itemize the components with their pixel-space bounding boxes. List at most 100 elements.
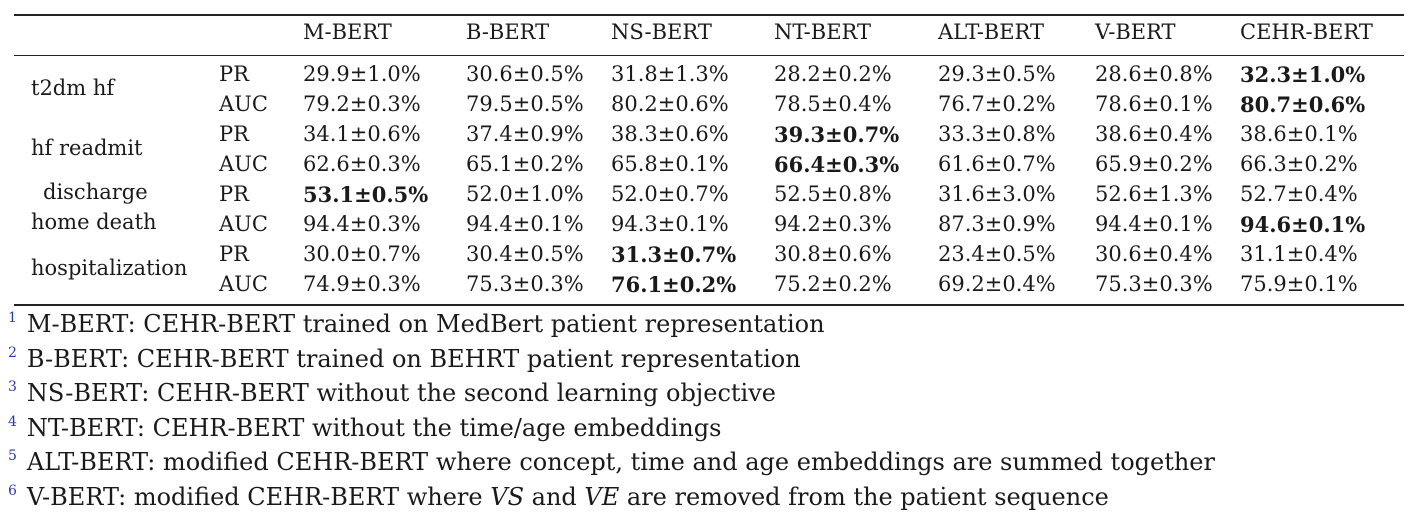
- best-score-cell: 94.6±0.1%: [1240, 212, 1366, 237]
- footnote-number: 5: [8, 448, 17, 464]
- footnote: 1 M-BERT: CEHR-BERT trained on MedBert pa…: [8, 310, 825, 338]
- column-header: NS-BERT: [611, 20, 712, 44]
- score-cell: 94.2±0.3%: [774, 212, 892, 236]
- footnote-emphasis: VE: [584, 483, 620, 511]
- score-cell: 66.3±0.2%: [1240, 152, 1358, 176]
- footnote-text: B-BERT: CEHR-BERT trained on BEHRT patie…: [27, 345, 801, 373]
- score-cell: 87.3±0.9%: [938, 212, 1056, 236]
- score-cell: 38.3±0.6%: [611, 122, 729, 146]
- metric-label: PR: [219, 242, 249, 266]
- score-cell: 75.9±0.1%: [1240, 272, 1358, 296]
- footnote: 6 V-BERT: modified CEHR-BERT where VS and…: [8, 483, 1109, 511]
- footnote: 2 B-BERT: CEHR-BERT trained on BEHRT pati…: [8, 345, 801, 373]
- best-score-cell: 53.1±0.5%: [303, 182, 429, 207]
- score-cell: 79.5±0.5%: [466, 92, 584, 116]
- best-score-cell: 76.1±0.2%: [611, 272, 737, 297]
- score-cell: 62.6±0.3%: [303, 152, 421, 176]
- score-cell: 30.0±0.7%: [303, 242, 421, 266]
- footnote-number: 1: [8, 310, 17, 326]
- score-cell: 78.6±0.1%: [1095, 92, 1213, 116]
- metric-label: AUC: [219, 212, 268, 236]
- footnote-fragment: are removed from the patient sequence: [619, 483, 1109, 511]
- score-cell: 65.8±0.1%: [611, 152, 729, 176]
- footnote-number: 3: [8, 379, 17, 395]
- metric-label: PR: [219, 62, 249, 86]
- best-score-cell: 31.3±0.7%: [611, 242, 737, 267]
- score-cell: 30.6±0.5%: [466, 62, 584, 86]
- footnote-number: 4: [8, 414, 17, 430]
- footnote-text: M-BERT: CEHR-BERT trained on MedBert pat…: [27, 310, 825, 338]
- footnote: 5 ALT-BERT: modified CEHR-BERT where conc…: [8, 448, 1215, 476]
- footnote-fragment: V-BERT: modified CEHR-BERT where: [26, 483, 491, 511]
- footnote-text: V-BERT: modified CEHR-BERT where VS and …: [27, 483, 1109, 511]
- score-cell: 33.3±0.8%: [938, 122, 1056, 146]
- footnote: 4 NT-BERT: CEHR-BERT without the time/age…: [8, 414, 721, 442]
- score-cell: 29.9±1.0%: [303, 62, 421, 86]
- footnote-fragment: NS-BERT: CEHR-BERT without the second le…: [26, 379, 776, 407]
- best-score-cell: 32.3±1.0%: [1240, 62, 1366, 87]
- task-label: hf readmit: [31, 136, 143, 160]
- column-header: NT-BERT: [774, 20, 871, 44]
- score-cell: 94.4±0.1%: [466, 212, 584, 236]
- metric-label: AUC: [219, 272, 268, 296]
- column-header: V-BERT: [1095, 20, 1176, 44]
- table-bottom-rule: [14, 304, 1404, 306]
- score-cell: 80.2±0.6%: [611, 92, 729, 116]
- metric-label: AUC: [219, 92, 268, 116]
- score-cell: 52.7±0.4%: [1240, 182, 1358, 206]
- best-score-cell: 66.4±0.3%: [774, 152, 900, 177]
- table-top-rule: [14, 14, 1404, 16]
- score-cell: 38.6±0.1%: [1240, 122, 1358, 146]
- score-cell: 34.1±0.6%: [303, 122, 421, 146]
- score-cell: 30.4±0.5%: [466, 242, 584, 266]
- score-cell: 31.1±0.4%: [1240, 242, 1358, 266]
- metric-label: PR: [219, 122, 249, 146]
- score-cell: 76.7±0.2%: [938, 92, 1056, 116]
- metric-label: PR: [219, 182, 249, 206]
- score-cell: 94.4±0.3%: [303, 212, 421, 236]
- footnote-emphasis: VS: [490, 483, 525, 511]
- score-cell: 79.2±0.3%: [303, 92, 421, 116]
- score-cell: 74.9±0.3%: [303, 272, 421, 296]
- score-cell: 30.6±0.4%: [1095, 242, 1213, 266]
- score-cell: 52.6±1.3%: [1095, 182, 1213, 206]
- task-label: discharge: [43, 180, 148, 204]
- best-score-cell: 39.3±0.7%: [774, 122, 900, 147]
- column-header: ALT-BERT: [938, 20, 1045, 44]
- score-cell: 61.6±0.7%: [938, 152, 1056, 176]
- metric-label: AUC: [219, 152, 268, 176]
- score-cell: 30.8±0.6%: [774, 242, 892, 266]
- score-cell: 94.4±0.1%: [1095, 212, 1213, 236]
- score-cell: 52.5±0.8%: [774, 182, 892, 206]
- column-header: M-BERT: [303, 20, 392, 44]
- score-cell: 23.4±0.5%: [938, 242, 1056, 266]
- task-label: home death: [31, 210, 157, 234]
- task-label: hospitalization: [31, 256, 188, 280]
- score-cell: 28.6±0.8%: [1095, 62, 1213, 86]
- score-cell: 75.3±0.3%: [1095, 272, 1213, 296]
- column-header: CEHR-BERT: [1240, 20, 1373, 44]
- score-cell: 75.3±0.3%: [466, 272, 584, 296]
- footnote-fragment: B-BERT: CEHR-BERT trained on BEHRT patie…: [26, 345, 801, 373]
- footnote-number: 2: [8, 345, 17, 361]
- footnote-fragment: NT-BERT: CEHR-BERT without the time/age …: [26, 414, 722, 442]
- table-header-rule: [14, 55, 1404, 56]
- score-cell: 38.6±0.4%: [1095, 122, 1213, 146]
- footnote-fragment: M-BERT: CEHR-BERT trained on MedBert pat…: [26, 310, 825, 338]
- score-cell: 52.0±1.0%: [466, 182, 584, 206]
- score-cell: 31.8±1.3%: [611, 62, 729, 86]
- score-cell: 69.2±0.4%: [938, 272, 1056, 296]
- best-score-cell: 80.7±0.6%: [1240, 92, 1366, 117]
- score-cell: 31.6±3.0%: [938, 182, 1056, 206]
- task-label: t2dm hf: [31, 76, 115, 100]
- score-cell: 29.3±0.5%: [938, 62, 1056, 86]
- footnote-text: NS-BERT: CEHR-BERT without the second le…: [27, 379, 776, 407]
- score-cell: 65.9±0.2%: [1095, 152, 1213, 176]
- score-cell: 65.1±0.2%: [466, 152, 584, 176]
- footnote: 3 NS-BERT: CEHR-BERT without the second l…: [8, 379, 776, 407]
- footnote-number: 6: [8, 483, 17, 499]
- footnote-fragment: ALT-BERT: modified CEHR-BERT where conce…: [26, 448, 1215, 476]
- score-cell: 37.4±0.9%: [466, 122, 584, 146]
- footnote-fragment: and: [524, 483, 585, 511]
- score-cell: 28.2±0.2%: [774, 62, 892, 86]
